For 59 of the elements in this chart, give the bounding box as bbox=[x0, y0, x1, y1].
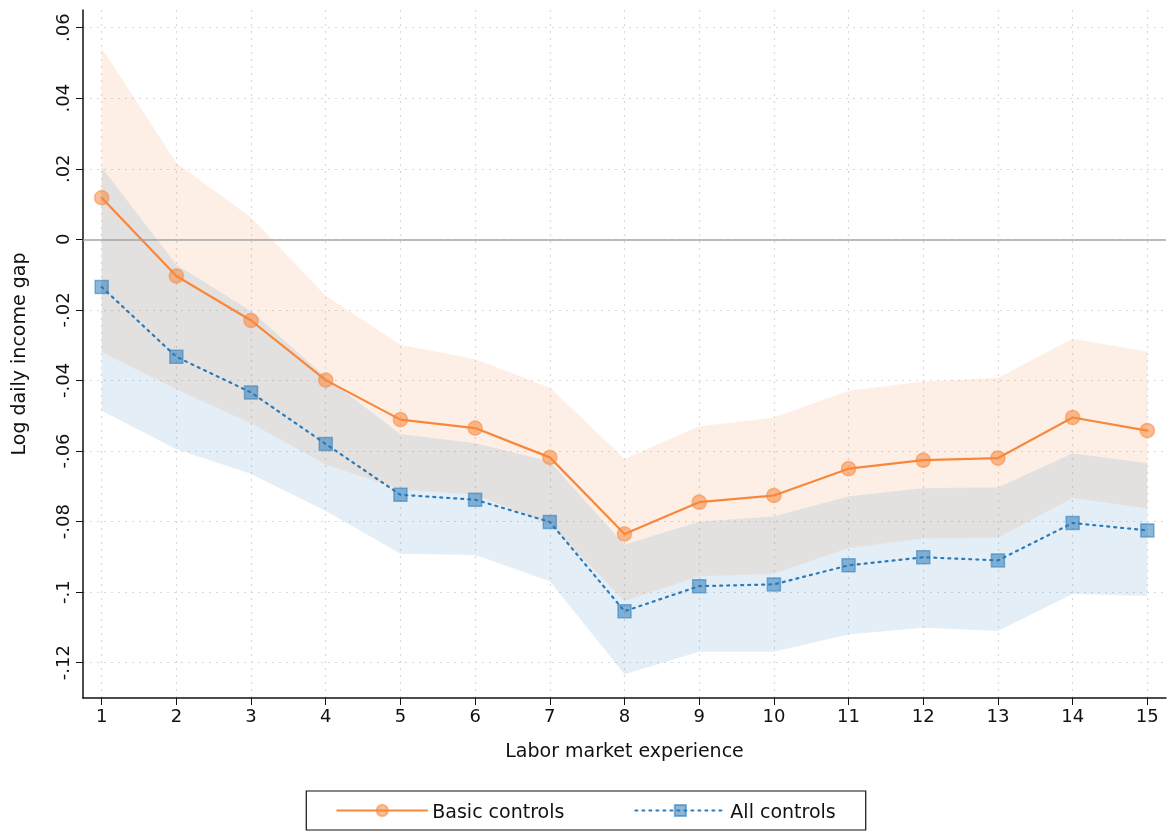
x-tick-label: 5 bbox=[394, 704, 407, 726]
x-tick-label: 2 bbox=[170, 704, 183, 726]
point bbox=[467, 420, 483, 436]
point bbox=[243, 312, 259, 329]
y-tick-label: -.04 bbox=[51, 362, 73, 399]
y-tick-label: -.06 bbox=[51, 433, 73, 469]
point bbox=[915, 452, 932, 468]
point bbox=[1065, 515, 1080, 531]
point bbox=[616, 526, 633, 542]
point bbox=[393, 487, 408, 503]
y-tick-label: .06 bbox=[51, 13, 73, 42]
y-tick-label: 0 bbox=[51, 233, 73, 246]
x-tick-label: 12 bbox=[911, 704, 935, 726]
point bbox=[542, 514, 558, 530]
y-tick-label: -.08 bbox=[51, 504, 73, 540]
x-tick-label: 13 bbox=[986, 704, 1010, 726]
point bbox=[542, 449, 558, 466]
x-tick-label: 10 bbox=[762, 704, 786, 726]
y-axis-title: Log daily income gap bbox=[6, 252, 29, 456]
point bbox=[243, 385, 259, 400]
point bbox=[467, 492, 483, 507]
x-tick-label: 9 bbox=[693, 704, 705, 726]
point bbox=[691, 494, 707, 510]
point bbox=[1139, 422, 1156, 439]
y-tick-label: -.02 bbox=[51, 292, 73, 328]
legend-label: All controls bbox=[730, 799, 836, 822]
x-tick-label: 14 bbox=[1061, 704, 1085, 726]
x-tick-label: 15 bbox=[1135, 704, 1159, 726]
point bbox=[169, 349, 184, 365]
y-tick-label: -.1 bbox=[51, 580, 73, 604]
point bbox=[990, 553, 1006, 568]
y-tick-label: .02 bbox=[51, 154, 73, 184]
point bbox=[840, 460, 857, 477]
x-tick-label: 8 bbox=[618, 704, 631, 726]
x-tick-label: 6 bbox=[469, 704, 481, 726]
point bbox=[168, 268, 185, 284]
x-tick-label: 3 bbox=[245, 704, 257, 726]
point bbox=[94, 279, 109, 295]
point bbox=[318, 436, 333, 452]
y-tick-label: -.12 bbox=[51, 645, 73, 681]
point bbox=[841, 558, 856, 573]
x-tick-label: 7 bbox=[544, 704, 556, 726]
point bbox=[1140, 523, 1155, 538]
point bbox=[392, 411, 409, 428]
point bbox=[990, 450, 1006, 466]
point bbox=[916, 549, 931, 565]
x-tick-label: 11 bbox=[837, 704, 861, 726]
point bbox=[766, 487, 782, 504]
legend-label: Basic controls bbox=[432, 799, 565, 822]
x-axis-title: Labor market experience bbox=[505, 738, 744, 761]
point bbox=[1064, 409, 1081, 426]
point bbox=[766, 577, 782, 592]
point bbox=[318, 372, 334, 388]
point bbox=[691, 578, 707, 594]
point bbox=[617, 603, 632, 619]
point bbox=[93, 189, 110, 206]
x-tick-label: 1 bbox=[95, 704, 108, 726]
y-tick-label: .04 bbox=[51, 83, 73, 113]
x-tick-label: 4 bbox=[320, 704, 332, 726]
